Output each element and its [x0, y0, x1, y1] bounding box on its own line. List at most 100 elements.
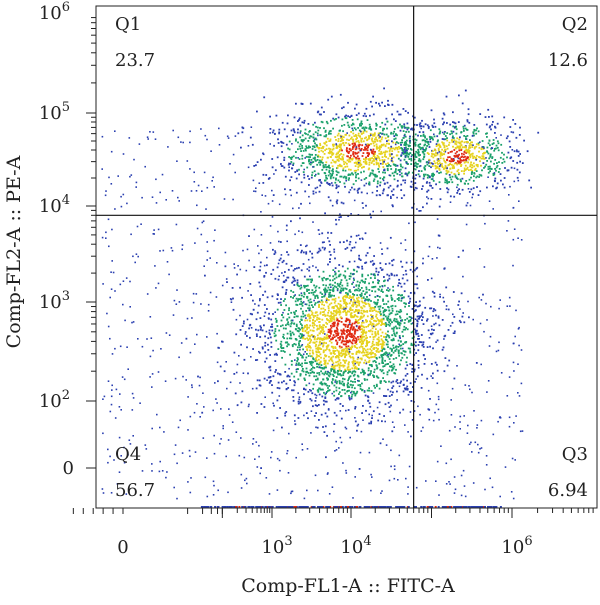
event-dot-4279 [473, 147, 476, 150]
event-dot-3170 [353, 127, 356, 129]
event-dot-2380 [408, 305, 410, 307]
event-dot-4387 [439, 152, 442, 155]
event-dot-645 [357, 363, 360, 366]
event-dot-2487 [372, 323, 375, 326]
event-dot-3468 [380, 146, 382, 149]
event-dot-4561 [246, 318, 249, 321]
event-dot-2782 [350, 154, 352, 157]
event-dot-3846 [429, 137, 432, 140]
event-dot-4729 [422, 426, 424, 429]
event-dot-4834 [372, 273, 375, 276]
event-dot-676 [304, 359, 307, 362]
event-dot-1762 [267, 317, 270, 320]
event-dot-3948 [455, 128, 458, 131]
event-dot-616 [336, 349, 338, 352]
event-dot-2854 [396, 179, 399, 182]
event-dot-3655 [343, 163, 346, 165]
event-dot-4430 [443, 159, 446, 162]
event-dot-3747 [380, 150, 383, 153]
event-dot-445 [305, 303, 308, 306]
event-dot-4303 [467, 108, 470, 111]
event-dot-351 [319, 343, 322, 346]
event-dot-2310 [370, 352, 373, 355]
event-dot-2526 [298, 340, 301, 343]
event-dot-4471 [465, 204, 468, 207]
event-dot-4717 [203, 265, 205, 267]
event-dot-2915 [359, 143, 361, 146]
event-dot-1792 [274, 334, 277, 337]
event-dot-3436 [436, 170, 438, 173]
event-dot-4583 [448, 481, 450, 483]
event-dot-3990 [484, 116, 487, 118]
event-dot-972 [366, 315, 369, 318]
event-dot-2796 [307, 123, 310, 125]
event-dot-2837 [365, 177, 368, 179]
event-dot-1517 [372, 410, 375, 413]
event-dot-1693 [289, 353, 291, 356]
event-dot-725 [299, 287, 302, 290]
event-dot-3735 [345, 133, 348, 136]
event-dot-3500 [328, 152, 331, 155]
event-dot-4538 [419, 165, 422, 167]
event-dot-4835 [414, 328, 416, 331]
event-dot-2185 [335, 218, 337, 221]
event-dot-4673 [193, 181, 196, 183]
event-dot-3779 [347, 179, 350, 181]
event-dot-4672 [258, 444, 260, 447]
event-dot-2142 [340, 374, 343, 377]
event-dot-3403 [386, 150, 388, 153]
event-dot-4268 [460, 156, 463, 158]
event-dot-2152 [376, 323, 379, 326]
event-dot-2935 [378, 157, 381, 160]
event-dot-1837 [320, 382, 323, 385]
event-dot-79 [432, 310, 435, 313]
event-dot-1021 [416, 287, 419, 290]
event-dot-1648 [416, 323, 419, 325]
event-dot-523 [307, 355, 310, 357]
event-dot-2734 [289, 162, 292, 165]
event-dot-1638 [384, 403, 387, 406]
event-dot-3661 [337, 132, 340, 135]
event-dot-1581 [323, 290, 326, 293]
event-dot-1772 [319, 330, 322, 333]
event-dot-2847 [295, 156, 297, 159]
event-dot-1935 [377, 336, 380, 339]
event-dot-2346 [330, 359, 333, 361]
event-dot-3253 [352, 173, 354, 176]
event-dot-2560 [382, 362, 384, 364]
event-dot-827 [314, 297, 317, 299]
event-dot-917 [311, 313, 313, 316]
event-dot-2564 [343, 309, 346, 312]
event-dot-4584 [218, 144, 221, 146]
event-dot-88 [406, 364, 409, 367]
event-dot-902 [335, 330, 338, 332]
event-dot-2947 [354, 143, 357, 146]
event-dot-4180 [446, 181, 448, 183]
event-dot-4903 [235, 431, 238, 433]
event-dot-4636 [499, 417, 502, 419]
event-dot-3448 [374, 150, 376, 153]
event-dot-476 [374, 331, 377, 333]
event-dot-403 [368, 359, 371, 362]
event-dot-4222 [437, 160, 440, 162]
event-dot-1786 [462, 249, 464, 252]
event-dot-4856 [287, 472, 290, 474]
event-dot-904 [337, 334, 339, 336]
event-dot-2249 [319, 326, 322, 329]
event-dot-3300 [348, 158, 351, 161]
event-dot-3367 [355, 176, 357, 179]
event-dot-2351 [444, 334, 447, 337]
event-dot-4722 [118, 436, 121, 439]
event-dot-4291 [471, 166, 474, 169]
event-dot-4822 [122, 193, 125, 196]
event-dot-4095 [422, 131, 425, 133]
event-dot-4708 [312, 335, 315, 338]
event-dot-3212 [338, 144, 341, 147]
event-dot-4072 [494, 125, 496, 128]
event-dot-4964 [166, 471, 168, 473]
event-dot-1456 [353, 279, 355, 281]
event-dot-744 [316, 327, 319, 330]
event-dot-647 [336, 341, 339, 344]
event-dot-4498 [403, 149, 406, 151]
event-dot-3694 [320, 149, 323, 152]
